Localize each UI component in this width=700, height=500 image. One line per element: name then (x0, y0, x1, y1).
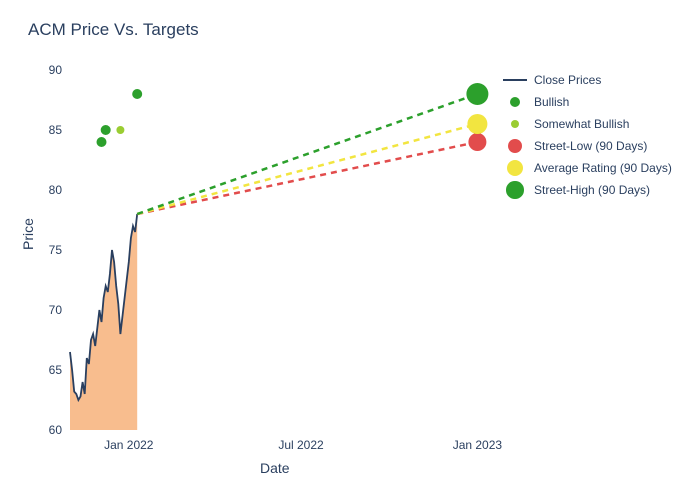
bullish-point (132, 89, 142, 99)
y-tick: 85 (49, 123, 70, 137)
street_low-marker (468, 133, 486, 151)
legend-swatch (500, 139, 530, 153)
legend-label: Somewhat Bullish (534, 117, 629, 131)
y-tick: 80 (49, 183, 70, 197)
street_high-marker (466, 83, 488, 105)
average_rating-line (137, 124, 477, 214)
legend-label: Average Rating (90 Days) (534, 161, 672, 175)
legend-label: Street-Low (90 Days) (534, 139, 647, 153)
chart-container: ACM Price Vs. Targets Price Date 6065707… (0, 0, 700, 500)
legend-item-close_prices[interactable]: Close Prices (500, 70, 672, 90)
somewhat_bullish-point (116, 126, 124, 134)
chart-title: ACM Price Vs. Targets (28, 20, 199, 40)
x-tick: Jan 2022 (104, 430, 153, 452)
y-tick: 60 (49, 423, 70, 437)
legend-item-average_rating[interactable]: Average Rating (90 Days) (500, 158, 672, 178)
plot-svg (70, 70, 490, 430)
y-axis-label: Price (20, 218, 36, 250)
legend-swatch (500, 181, 530, 199)
bullish-point (101, 125, 111, 135)
legend-swatch (500, 97, 530, 107)
average_rating-marker (467, 114, 487, 134)
legend-label: Close Prices (534, 73, 601, 87)
bullish-point (97, 137, 107, 147)
legend: Close Prices Bullish Somewhat Bullish Stree… (500, 70, 672, 202)
x-axis-label: Date (260, 460, 290, 476)
street_high-line (137, 94, 477, 214)
y-tick: 90 (49, 63, 70, 77)
legend-item-somewhat_bullish[interactable]: Somewhat Bullish (500, 114, 672, 134)
legend-item-street_high[interactable]: Street-High (90 Days) (500, 180, 672, 200)
x-tick: Jul 2022 (278, 430, 323, 452)
y-tick: 70 (49, 303, 70, 317)
y-tick: 75 (49, 243, 70, 257)
x-tick: Jan 2023 (453, 430, 502, 452)
legend-swatch (500, 79, 530, 81)
legend-swatch (500, 160, 530, 176)
legend-label: Bullish (534, 95, 569, 109)
y-tick: 65 (49, 363, 70, 377)
legend-swatch (500, 120, 530, 128)
legend-item-street_low[interactable]: Street-Low (90 Days) (500, 136, 672, 156)
legend-item-bullish[interactable]: Bullish (500, 92, 672, 112)
legend-label: Street-High (90 Days) (534, 183, 650, 197)
plot-area: 60657075808590Jan 2022Jul 2022Jan 2023 (70, 70, 490, 430)
